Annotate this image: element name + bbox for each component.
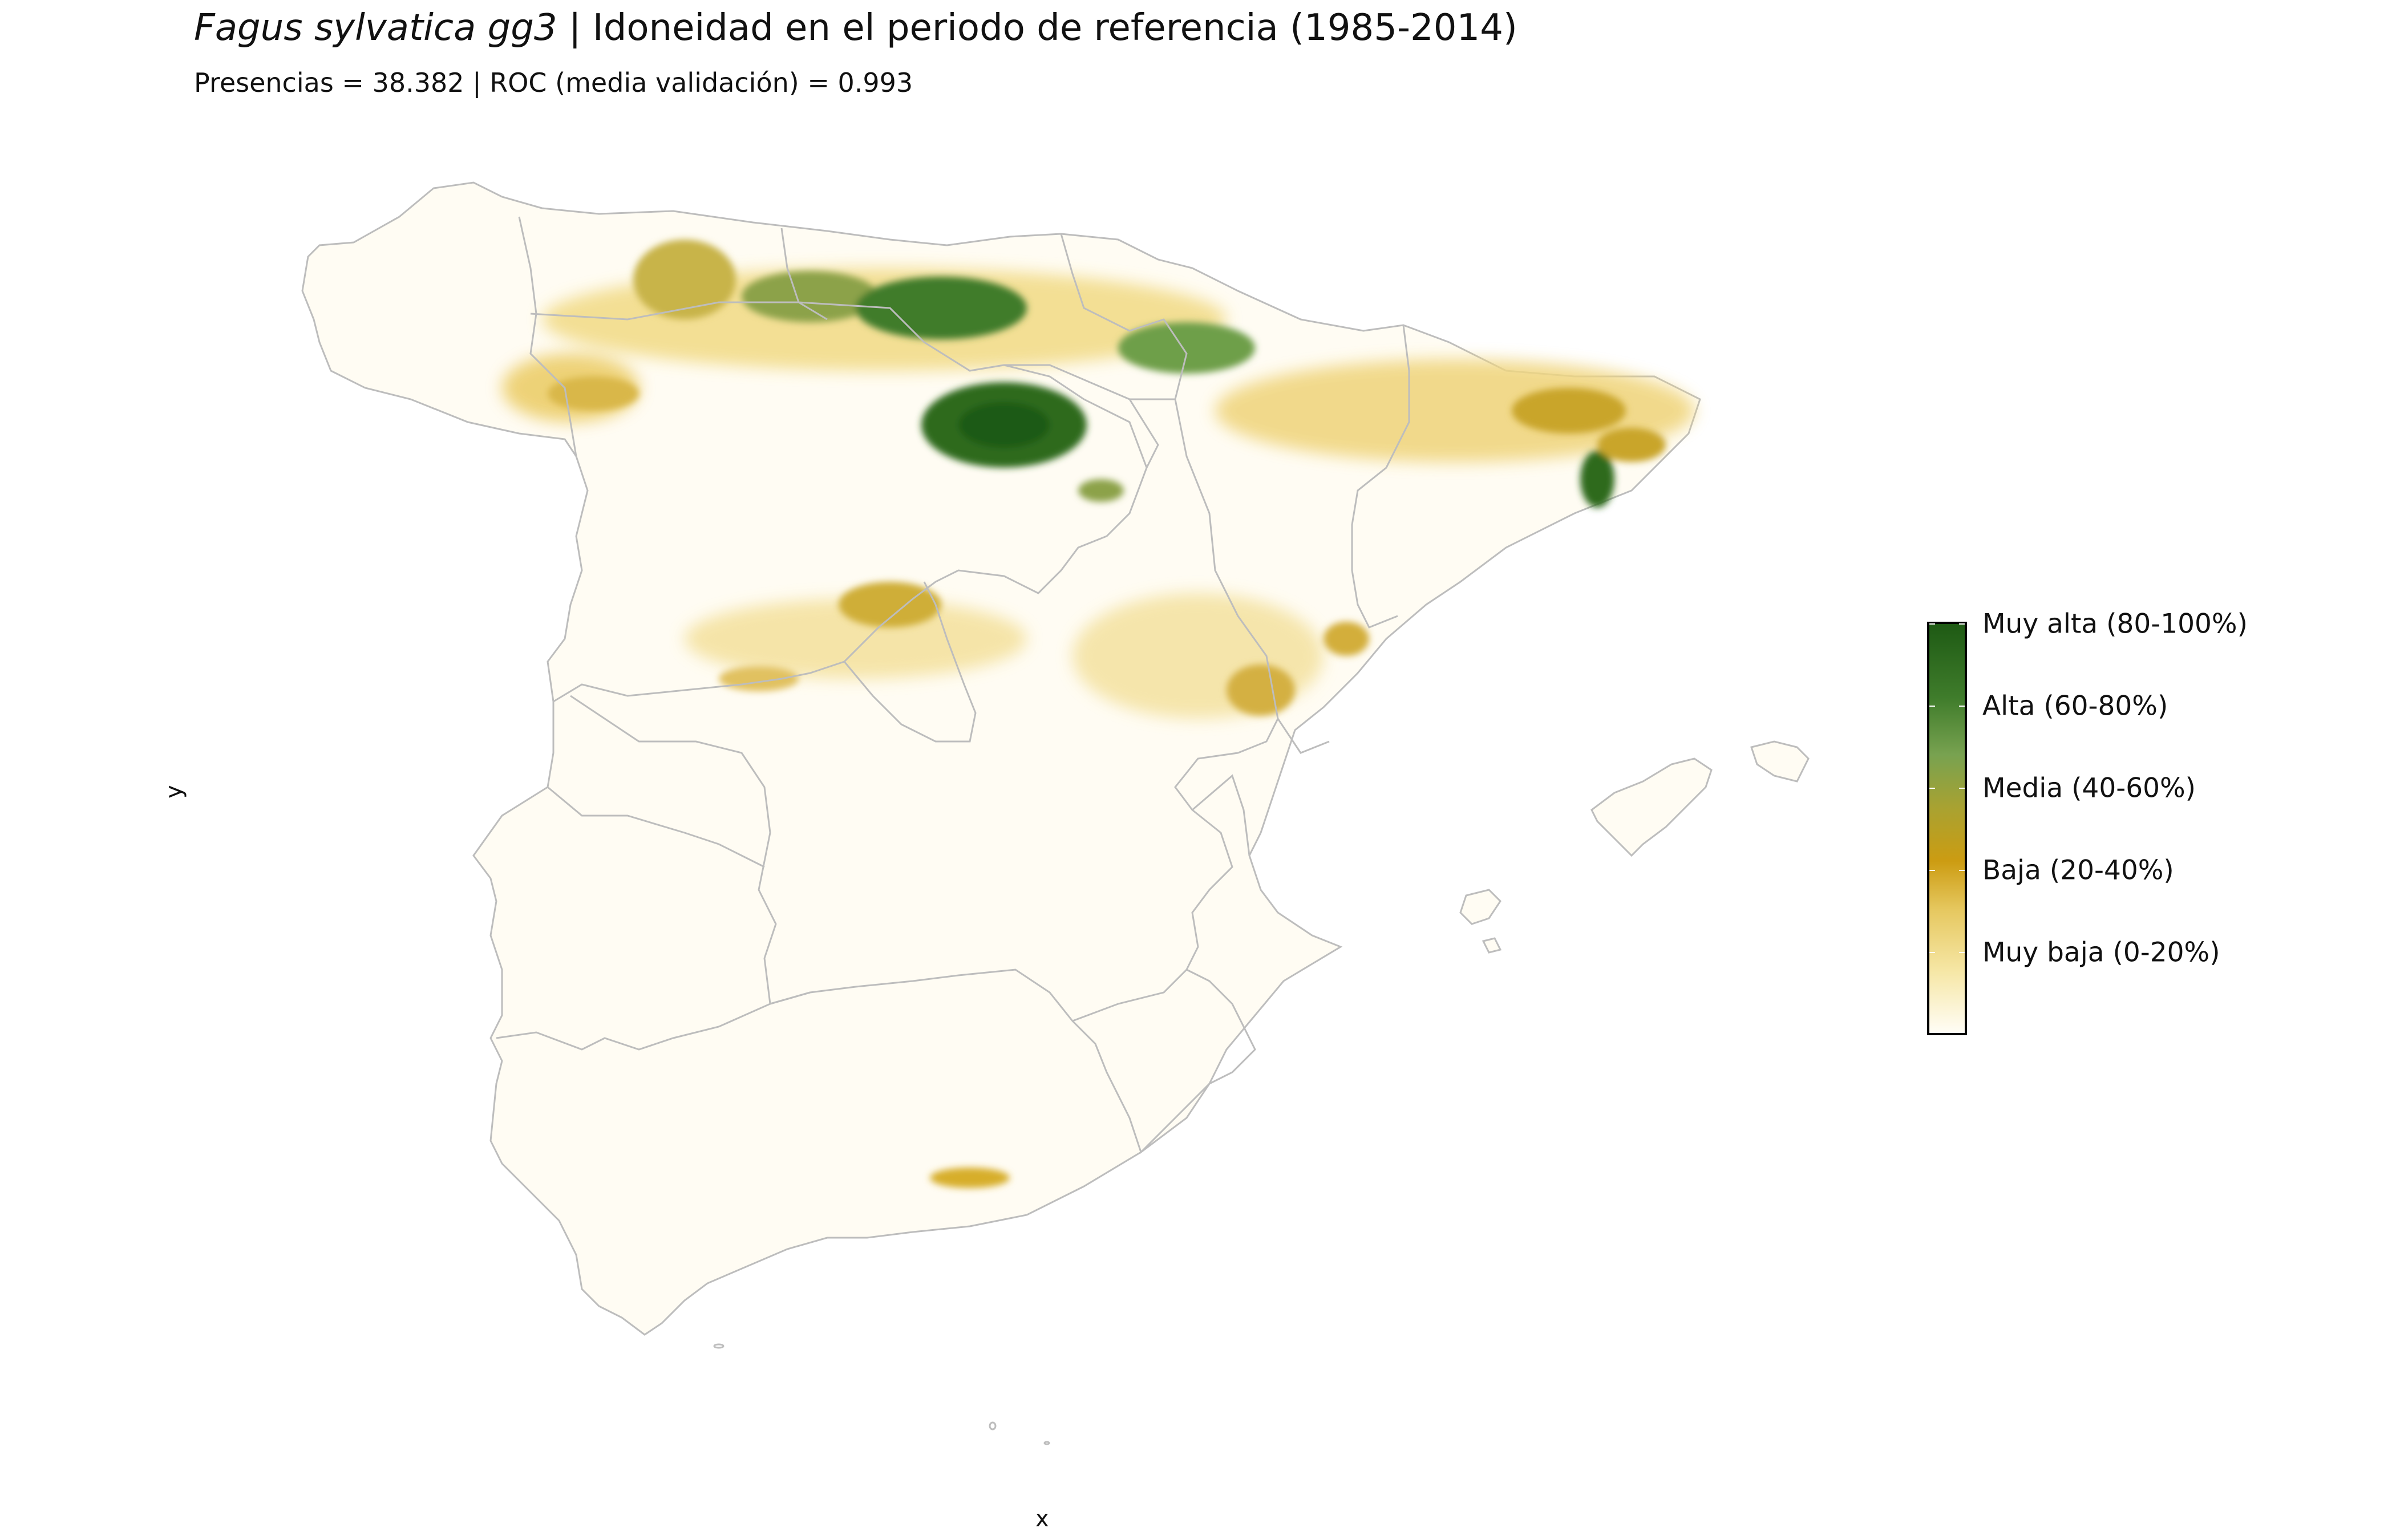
boundary-galicia bbox=[518, 216, 577, 457]
boundary-la-rioja bbox=[1003, 364, 1148, 468]
islet-1 bbox=[989, 1421, 997, 1430]
ibiza-outline bbox=[1459, 889, 1501, 925]
pyrenees-yellow-band bbox=[1215, 359, 1694, 462]
legend-colorbar bbox=[1927, 622, 1967, 1035]
title-text: Idoneidad en el periodo de referencia (1… bbox=[592, 7, 1517, 49]
species-name: Fagus sylvatica gg3 bbox=[194, 7, 557, 49]
legend-label-media: Media (40-60%) bbox=[1982, 772, 2196, 804]
boundary-extremadura bbox=[547, 786, 765, 868]
chart-title: Fagus sylvatica gg3 | Idoneidad en el pe… bbox=[194, 7, 1517, 49]
legend-label-baja: Baja (20-40%) bbox=[1982, 854, 2174, 886]
boundary-asturias-cantabria bbox=[780, 228, 828, 321]
montseny-muy-alta bbox=[1580, 451, 1614, 508]
boundary-madrid bbox=[843, 581, 977, 743]
mallorca-outline bbox=[1590, 757, 1713, 857]
boundary-castilla-la-mancha bbox=[570, 695, 1279, 1022]
boundary-andalusia bbox=[496, 991, 811, 1051]
x-axis-label: x bbox=[1035, 1506, 1049, 1532]
gredos-baja bbox=[719, 666, 799, 691]
boundary-basque-navarre bbox=[1060, 233, 1188, 400]
pyrenees-medium bbox=[1512, 388, 1626, 433]
small-islets bbox=[713, 1343, 1050, 1445]
y-axis-label: y bbox=[161, 785, 187, 799]
picos-de-europa-alta bbox=[742, 271, 879, 322]
catalan-medium bbox=[1597, 428, 1666, 462]
title-separator: | bbox=[557, 7, 593, 49]
navarre-alta bbox=[1118, 322, 1255, 374]
sierra-nevada-baja bbox=[930, 1168, 1010, 1188]
basque-mountains-muy-alta bbox=[856, 277, 1027, 339]
moncayo-medium bbox=[1078, 479, 1124, 502]
chart-subtitle: Presencias = 38.382 | ROC (media validac… bbox=[194, 67, 913, 98]
central-system-medium bbox=[839, 582, 941, 627]
boundary-valencia bbox=[1192, 774, 1250, 856]
islet-2 bbox=[1043, 1441, 1050, 1445]
suitability-patches bbox=[502, 240, 1694, 1188]
cantabrian-mountains-medium bbox=[633, 240, 736, 319]
legend-label-muy-baja: Muy baja (0-20%) bbox=[1982, 937, 2220, 968]
boundary-aragon bbox=[1174, 399, 1330, 754]
islet-3 bbox=[713, 1343, 725, 1349]
balearic-islands bbox=[1459, 740, 1810, 954]
legend-label-alta: Alta (60-80%) bbox=[1982, 690, 2168, 722]
legend-label-muy-alta: Muy alta (80-100%) bbox=[1982, 608, 2248, 640]
boundary-castilla-leon-north bbox=[530, 301, 1159, 703]
la-rioja-core bbox=[958, 402, 1050, 448]
central-system-yellow bbox=[685, 599, 1027, 679]
formentera-outline bbox=[1482, 937, 1502, 954]
menorca-outline bbox=[1750, 740, 1810, 783]
iberian-south-medium bbox=[1227, 664, 1295, 716]
boundary-catalonia bbox=[1351, 325, 1410, 629]
boundary-murcia bbox=[1071, 968, 1256, 1154]
beceite-medium bbox=[1324, 622, 1369, 656]
leon-baja bbox=[548, 376, 639, 411]
region-boundaries bbox=[496, 216, 1410, 1154]
